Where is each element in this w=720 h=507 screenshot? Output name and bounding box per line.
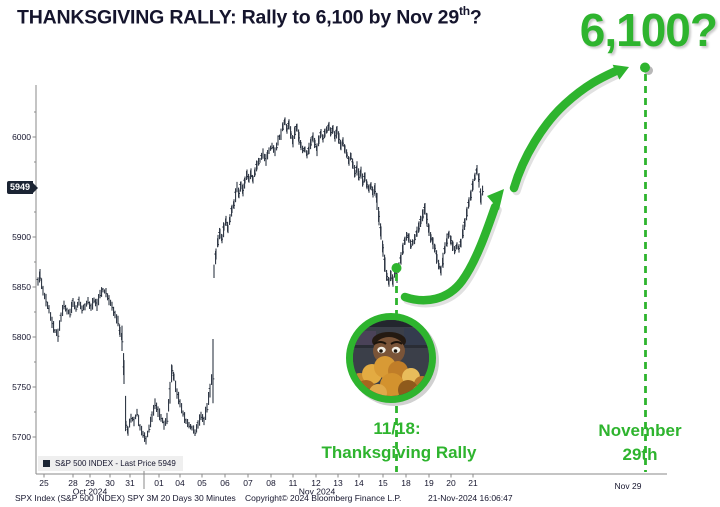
x-tick-label: 01 — [154, 478, 164, 488]
chart-title-main: THANKSGIVING RALLY: Rally to 6,100 by No… — [17, 6, 459, 29]
rally-dot — [391, 263, 402, 273]
y-tick-label: 5900 — [12, 232, 31, 242]
date-axis-ticks: 25 28 29 30 31 01 04 05 06 07 08 11 12 13 14 15 18 19 20 21… — [39, 463, 642, 497]
x-tick-label: 06 — [220, 478, 230, 488]
x-tick-label: 20 — [446, 478, 456, 488]
x-tick-label: 13 — [333, 478, 343, 488]
x-tick-label: 08 — [266, 478, 276, 488]
x-tick-label: 25 — [39, 478, 49, 488]
x-tick-label: 11 — [289, 478, 298, 488]
chart-title-question: ? — [469, 6, 482, 29]
target-date-label-month: November — [598, 421, 682, 440]
y-tick-label: 6000 — [12, 132, 31, 142]
up-arrow-1 — [400, 189, 504, 305]
x-tick-label: 05 — [197, 478, 207, 488]
y-tick-label: 5700 — [12, 432, 31, 442]
x-tick-label: 14 — [354, 478, 364, 488]
x-tick-label: 04 — [175, 478, 185, 488]
legend-label: S&P 500 INDEX - Last Price 5949 — [55, 459, 176, 468]
up-arrow-2 — [509, 64, 629, 193]
x-tick-label: 18 — [401, 478, 411, 488]
y-tick-label: 5850 — [12, 282, 31, 292]
price-axis-ticks: 6000 5900 5850 5800 5750 5700 — [12, 111, 36, 442]
target-price-label: 6,100? — [579, 4, 718, 56]
price-bars — [36, 117, 484, 445]
rally-label-date: 11/18: — [373, 419, 421, 438]
last-price-badge: 5949 — [7, 181, 38, 194]
far-date-label: Nov 29 — [615, 481, 642, 491]
rally-label-text: Thanksgiving Rally — [321, 443, 477, 462]
x-tick-label: 12 — [311, 478, 321, 488]
footer-copyright: Copyright© 2024 Bloomberg Finance L.P. — [245, 493, 402, 503]
target-dot — [640, 62, 650, 73]
x-tick-label: 07 — [243, 478, 253, 488]
target-date-label-day: 29th — [622, 445, 658, 464]
month-label: Nov 2024 — [299, 487, 336, 497]
chart-title: THANKSGIVING RALLY: Rally to 6,100 by No… — [17, 4, 482, 30]
legend-swatch — [43, 460, 50, 467]
footer-timestamp: 21-Nov-2024 16:06:47 — [428, 493, 513, 503]
x-tick-label: 30 — [105, 478, 115, 488]
x-tick-label: 19 — [424, 478, 434, 488]
y-tick-label: 5750 — [12, 382, 31, 392]
x-tick-label: 28 — [68, 478, 78, 488]
chart-title-ordinal: th — [458, 4, 470, 18]
x-tick-label: 15 — [378, 478, 388, 488]
thanksgiving-meme-image — [346, 313, 439, 406]
x-tick-label: 31 — [125, 478, 135, 488]
x-tick-label: 29 — [85, 478, 95, 488]
x-tick-label: 21 — [468, 478, 478, 488]
legend: S&P 500 INDEX - Last Price 5949 — [38, 456, 183, 471]
y-tick-label: 5800 — [12, 332, 31, 342]
footer-instrument: SPX Index (S&P 500 INDEX) SPY 3M 20 Days… — [15, 493, 236, 503]
month-label: Oct 2024 — [73, 487, 108, 497]
